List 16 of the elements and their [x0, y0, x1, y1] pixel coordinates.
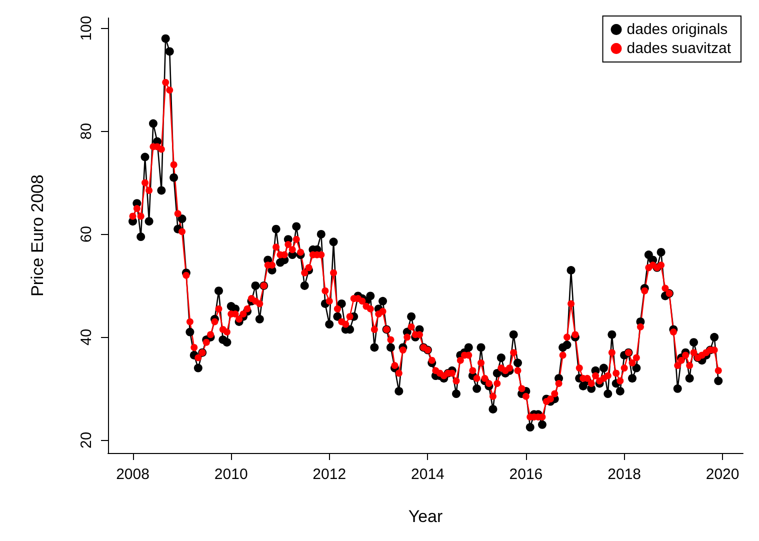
y-tick-label: 60: [78, 226, 95, 243]
y-tick-label: 100: [78, 16, 95, 41]
x-tick-label: 2012: [312, 466, 346, 483]
x-axis-title: Year: [408, 507, 444, 526]
y-axis-title: Price Euro 2008: [28, 174, 47, 296]
legend-label: dades originals: [626, 21, 728, 38]
x-tick-label: 2008: [116, 466, 150, 483]
y-tick-label: 80: [78, 122, 95, 140]
y-tick-label: 20: [78, 432, 95, 448]
x-tick-label: 2018: [608, 466, 642, 483]
legend-label: dades suavitzat: [626, 40, 732, 57]
x-tick-label: 2014: [411, 466, 444, 483]
y-tick-label: 40: [78, 328, 95, 346]
x-tick-label: 2016: [509, 466, 543, 483]
x-tick-label: 2010: [214, 466, 248, 483]
x-tick-label: 2020: [706, 466, 740, 483]
